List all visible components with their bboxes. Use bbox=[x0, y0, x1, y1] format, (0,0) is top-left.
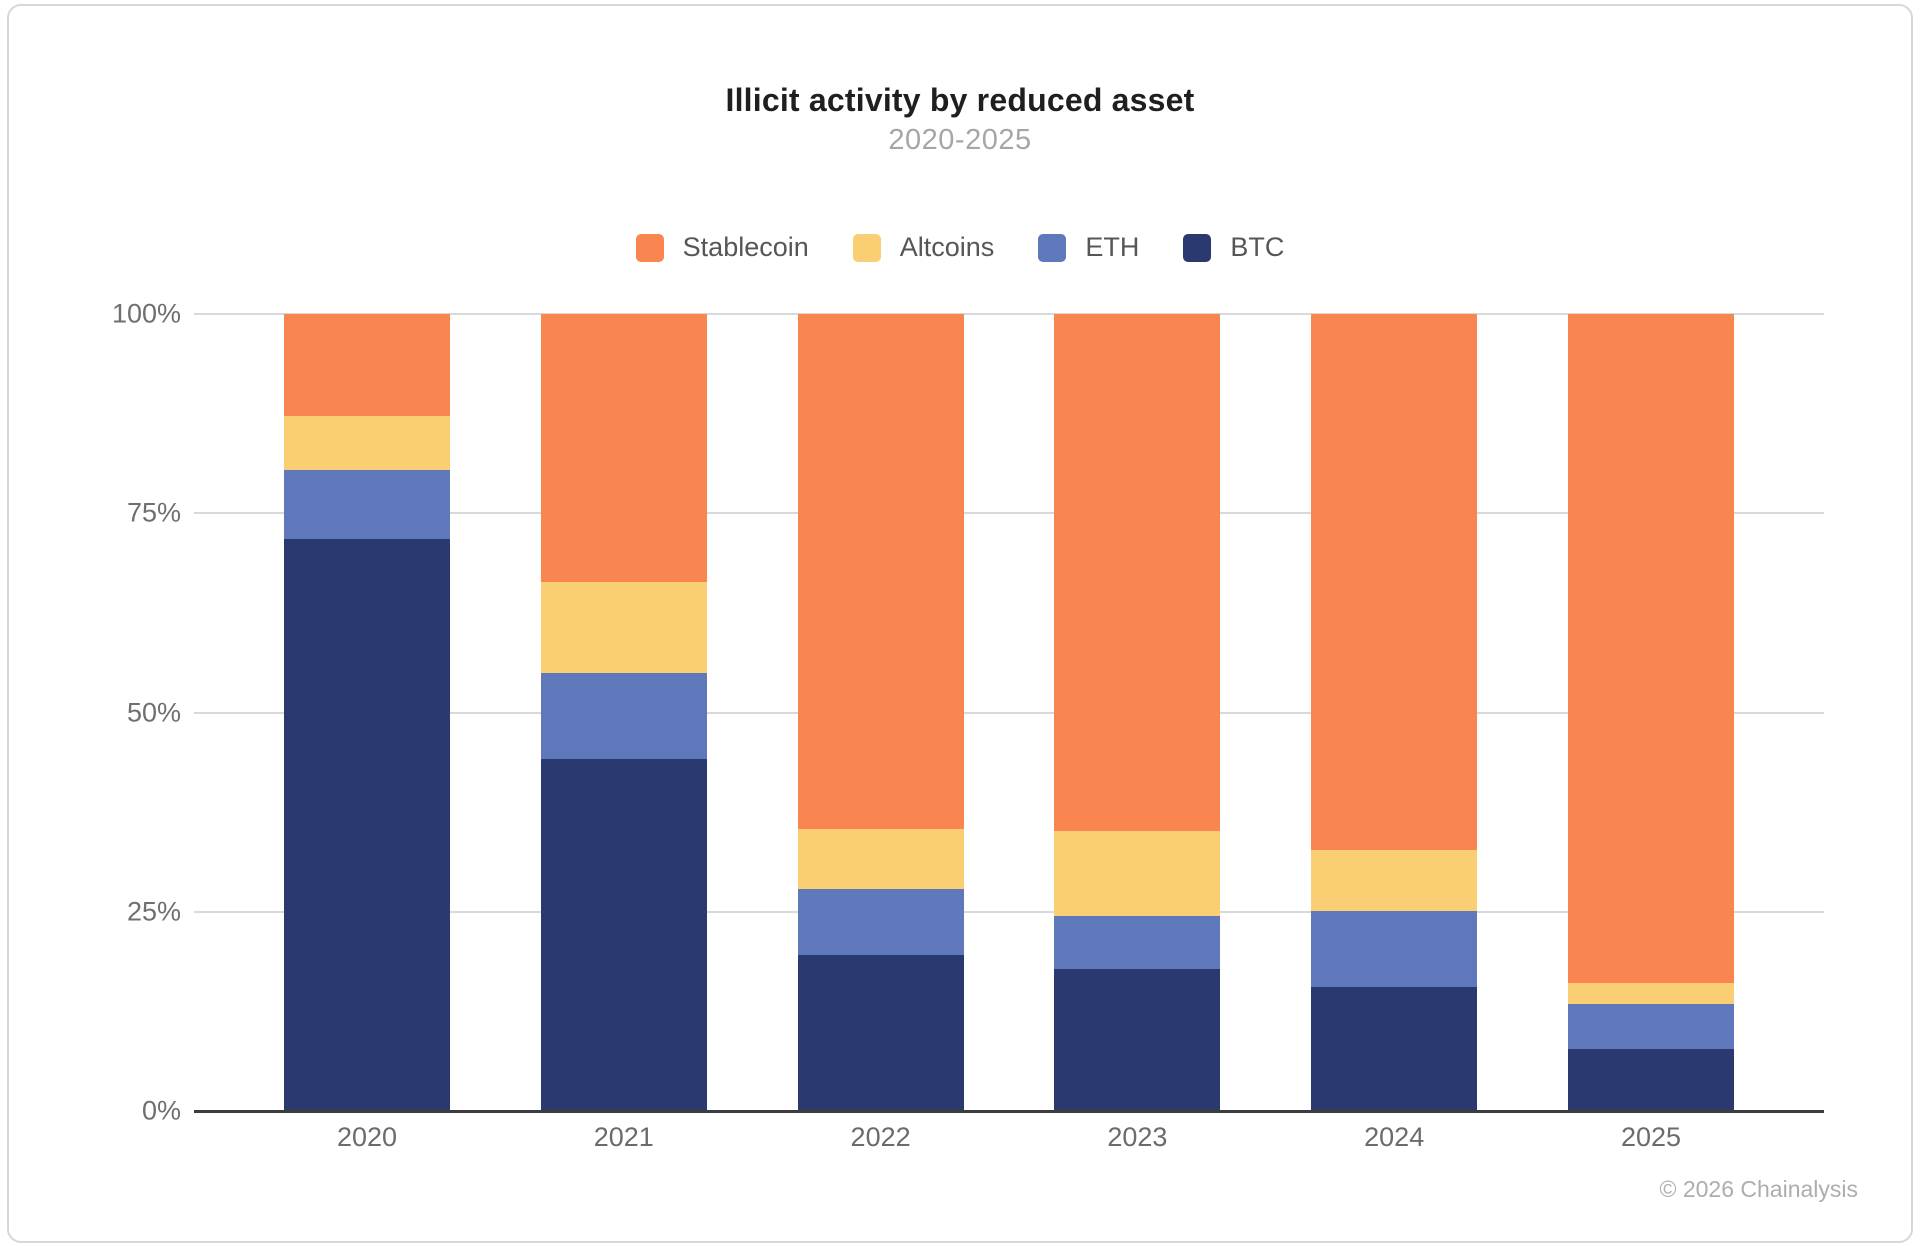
bar-segment-stablecoin-2024[interactable] bbox=[1311, 314, 1478, 851]
x-axis-tick-label-2022: 2022 bbox=[850, 1122, 911, 1152]
y-axis-tick-label-0: 0% bbox=[141, 1095, 181, 1126]
bar-segment-stablecoin-2021[interactable] bbox=[540, 314, 707, 582]
y-axis-tick-label-75: 75% bbox=[126, 497, 181, 528]
y-axis-tick-label-100: 100% bbox=[111, 298, 181, 329]
attribution: © 2026 Chainalysis bbox=[1659, 1176, 1859, 1202]
bar-segment-stablecoin-2022[interactable] bbox=[797, 314, 964, 829]
bar-segment-eth-2023[interactable] bbox=[1054, 915, 1221, 970]
x-axis-tick-label-2024: 2024 bbox=[1364, 1122, 1425, 1152]
bar-segment-altcoins-2024[interactable] bbox=[1311, 850, 1478, 911]
bar-segment-eth-2020[interactable] bbox=[284, 470, 450, 539]
legend-item-stablecoin[interactable]: Stablecoin bbox=[635, 232, 809, 263]
bar-segment-altcoins-2022[interactable] bbox=[797, 828, 964, 889]
bars-container bbox=[194, 314, 1824, 1111]
bar-segment-altcoins-2021[interactable] bbox=[540, 581, 707, 673]
legend-label: Altcoins bbox=[899, 232, 995, 262]
x-axis-tick-label-2020: 2020 bbox=[336, 1122, 398, 1152]
gridline-100 bbox=[194, 313, 1824, 315]
bar-segment-btc-2024[interactable] bbox=[1311, 986, 1478, 1111]
bar-segment-altcoins-2020[interactable] bbox=[284, 416, 450, 471]
bar-segment-eth-2021[interactable] bbox=[540, 672, 707, 759]
legend-swatch-eth bbox=[1038, 233, 1067, 262]
legend-item-btc[interactable]: BTC bbox=[1183, 232, 1284, 263]
x-axis-tick-label-2021: 2021 bbox=[593, 1122, 654, 1152]
bar-segment-eth-2024[interactable] bbox=[1311, 910, 1478, 987]
legend-label: BTC bbox=[1230, 232, 1285, 262]
gridline-50 bbox=[194, 711, 1824, 714]
bar-2024 bbox=[1311, 314, 1478, 1111]
legend-swatch-btc bbox=[1183, 233, 1212, 262]
bar-2022 bbox=[797, 314, 964, 1111]
plot-area bbox=[194, 313, 1824, 1113]
gridline-75 bbox=[194, 512, 1824, 515]
bar-2025 bbox=[1567, 314, 1734, 1111]
chart-card: Illicit activity by reduced asset 2020-2… bbox=[7, 4, 1913, 1243]
bar-segment-altcoins-2023[interactable] bbox=[1054, 831, 1221, 916]
bar-segment-altcoins-2025[interactable] bbox=[1567, 982, 1734, 1005]
bar-segment-btc-2023[interactable] bbox=[1054, 969, 1221, 1111]
legend-label: Stablecoin bbox=[682, 232, 809, 262]
bar-segment-btc-2022[interactable] bbox=[797, 954, 964, 1111]
bar-segment-eth-2025[interactable] bbox=[1567, 1004, 1734, 1049]
bar-segment-stablecoin-2020[interactable] bbox=[284, 314, 450, 417]
legend-swatch-stablecoin bbox=[635, 233, 664, 262]
x-axis-tick-label-2025: 2025 bbox=[1620, 1122, 1682, 1152]
bar-2020 bbox=[284, 314, 450, 1111]
y-axis-tick-label-25: 25% bbox=[126, 896, 181, 927]
x-axis-tick-label-2023: 2023 bbox=[1107, 1122, 1168, 1152]
gridline-25 bbox=[194, 910, 1824, 913]
x-axis-labels: 2020 2021 2022 2023 2024 2025 bbox=[194, 1122, 1824, 1153]
legend-label: ETH bbox=[1085, 232, 1140, 262]
bar-segment-btc-2021[interactable] bbox=[540, 758, 707, 1111]
legend-item-altcoins[interactable]: Altcoins bbox=[852, 232, 995, 263]
chart-title: Illicit activity by reduced asset bbox=[725, 82, 1195, 118]
chart-subtitle: 2020-2025 bbox=[888, 124, 1032, 156]
bar-2021 bbox=[540, 314, 707, 1111]
y-axis-labels: 0% 25% 50% 75% 100% bbox=[49, 299, 181, 1126]
bar-segment-btc-2025[interactable] bbox=[1567, 1048, 1734, 1111]
bar-segment-stablecoin-2025[interactable] bbox=[1567, 314, 1734, 983]
bar-segment-btc-2020[interactable] bbox=[284, 538, 450, 1111]
legend-swatch-altcoins bbox=[852, 233, 881, 262]
bar-segment-eth-2022[interactable] bbox=[797, 888, 964, 955]
y-axis-tick-label-50: 50% bbox=[126, 697, 181, 727]
bar-2023 bbox=[1054, 314, 1221, 1111]
x-axis-line bbox=[194, 1110, 1824, 1113]
legend: Stablecoin Altcoins ETH BTC bbox=[9, 232, 1911, 263]
bar-segment-stablecoin-2023[interactable] bbox=[1054, 314, 1221, 832]
legend-item-eth[interactable]: ETH bbox=[1038, 232, 1139, 263]
